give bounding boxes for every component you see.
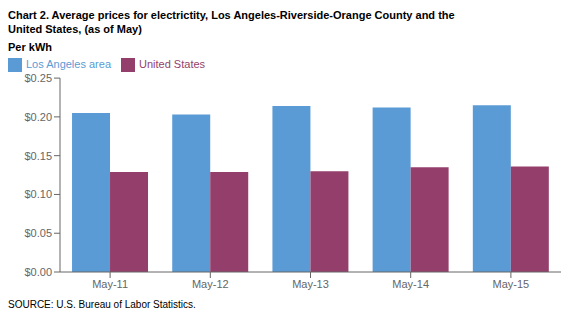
html-text:United States: United States: [139, 58, 206, 70]
svg-text:$0.20: $0.20: [24, 111, 52, 123]
html-text:Los Angeles area: Los Angeles area: [26, 58, 111, 70]
svg-text:May-14: May-14: [392, 278, 429, 290]
svg-text:May-13: May-13: [292, 278, 329, 290]
html-text:Chart 2. Average prices for el: Chart 2. Average prices for electrictity…: [8, 9, 455, 21]
svg-text:May-12: May-12: [192, 278, 229, 290]
svg-text:$0.00: $0.00: [24, 266, 52, 278]
svg-text:May-11: May-11: [92, 278, 128, 290]
svg-text:$0.25: $0.25: [24, 72, 52, 84]
html-text:Per kWh: Per kWh: [8, 41, 52, 53]
svg-text:$0.10: $0.10: [24, 188, 52, 200]
svg-text:May-15: May-15: [493, 278, 530, 290]
html-text:United States, (as of May): United States, (as of May): [8, 23, 142, 35]
html-text:SOURCE: U.S. Bureau of Labor S: SOURCE: U.S. Bureau of Labor Statistics.: [8, 299, 196, 310]
svg-text:$0.15: $0.15: [24, 150, 52, 162]
svg-text:$0.05: $0.05: [24, 227, 52, 239]
